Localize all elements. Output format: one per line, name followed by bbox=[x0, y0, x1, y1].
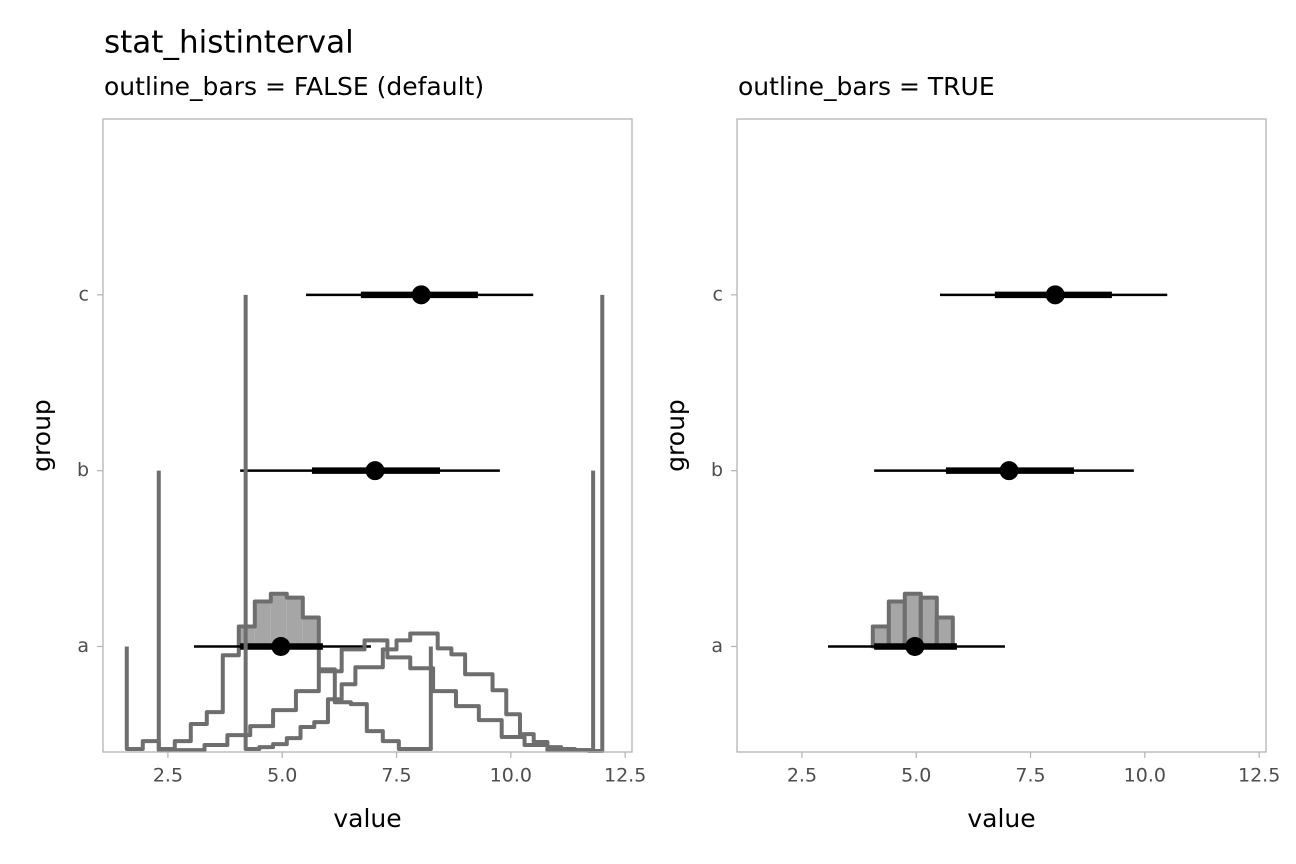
y-tick-label: c bbox=[79, 283, 89, 305]
histogram-bar bbox=[286, 597, 303, 647]
chart-title: stat_histinterval bbox=[104, 25, 354, 61]
y-axis-label: group bbox=[661, 399, 690, 472]
x-tick-label: 5.0 bbox=[267, 765, 297, 787]
histogram-bar bbox=[302, 617, 319, 647]
x-axis-label: value bbox=[967, 804, 1035, 833]
x-tick-label: 2.5 bbox=[153, 765, 183, 787]
x-tick-label: 7.5 bbox=[1015, 765, 1045, 787]
slab-outline bbox=[124, 591, 433, 752]
point-estimate bbox=[411, 285, 431, 305]
y-tick-label: b bbox=[711, 459, 723, 481]
histogram-bar bbox=[886, 599, 907, 649]
histogram-bar bbox=[934, 615, 955, 649]
x-tick-label: 12.5 bbox=[604, 765, 646, 787]
panel-border bbox=[102, 118, 633, 753]
x-tick-label: 12.5 bbox=[1238, 765, 1280, 787]
slab-outline bbox=[156, 470, 596, 753]
panel-subtitle: outline_bars = TRUE bbox=[738, 72, 995, 101]
slab-outline bbox=[243, 294, 605, 753]
histogram-bar bbox=[254, 601, 271, 647]
x-tick-label: 2.5 bbox=[787, 765, 817, 787]
y-tick-label: c bbox=[713, 283, 723, 305]
y-tick-label: b bbox=[77, 459, 89, 481]
y-tick-label: a bbox=[711, 635, 723, 657]
x-tick-label: 5.0 bbox=[901, 765, 931, 787]
x-tick-label: 7.5 bbox=[381, 765, 411, 787]
point-estimate bbox=[999, 461, 1019, 481]
x-tick-label: 10.0 bbox=[490, 765, 532, 787]
y-tick-label: a bbox=[77, 635, 89, 657]
point-estimate bbox=[1045, 285, 1065, 305]
histogram-bar bbox=[270, 593, 287, 647]
point-estimate bbox=[365, 461, 385, 481]
point-estimate bbox=[271, 637, 291, 656]
panel-border bbox=[736, 118, 1267, 753]
x-tick-label: 10.0 bbox=[1124, 765, 1166, 787]
histogram-bar bbox=[918, 595, 939, 649]
panel-subtitle: outline_bars = FALSE (default) bbox=[104, 72, 484, 101]
y-axis-label: group bbox=[27, 399, 56, 472]
point-estimate bbox=[905, 637, 925, 656]
x-axis-label: value bbox=[333, 804, 401, 833]
